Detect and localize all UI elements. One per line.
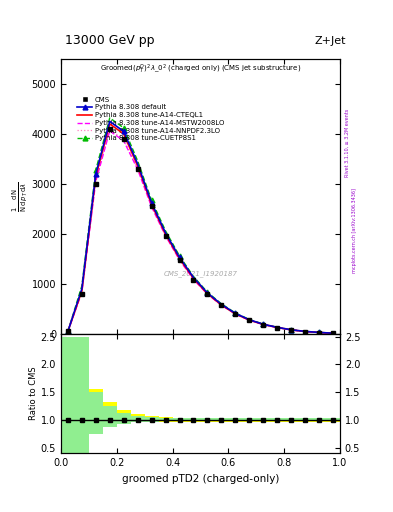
X-axis label: groomed pTD2 (charged-only): groomed pTD2 (charged-only)	[122, 474, 279, 483]
Text: 13000 GeV pp: 13000 GeV pp	[65, 33, 155, 47]
Text: CMS_2021_I1920187: CMS_2021_I1920187	[163, 270, 237, 277]
Text: Groomed$(p_T^D)^2\lambda\_0^2$ (charged only) (CMS jet substructure): Groomed$(p_T^D)^2\lambda\_0^2$ (charged …	[100, 63, 301, 76]
Text: Rivet 3.1.10, ≥ 3.2M events: Rivet 3.1.10, ≥ 3.2M events	[345, 109, 350, 178]
Legend: CMS, Pythia 8.308 default, Pythia 8.308 tune-A14-CTEQL1, Pythia 8.308 tune-A14-M: CMS, Pythia 8.308 default, Pythia 8.308 …	[75, 95, 226, 143]
Y-axis label: $\frac{1}{\mathrm{N}}\frac{\mathrm{d}\,\mathrm{N}}{\mathrm{d}\,p_T\,\mathrm{d}\l: $\frac{1}{\mathrm{N}}\frac{\mathrm{d}\,\…	[11, 181, 30, 212]
Text: mcplots.cern.ch [arXiv:1306.3436]: mcplots.cern.ch [arXiv:1306.3436]	[352, 188, 357, 273]
Y-axis label: Ratio to CMS: Ratio to CMS	[29, 367, 38, 420]
Text: Z+Jet: Z+Jet	[314, 35, 346, 46]
